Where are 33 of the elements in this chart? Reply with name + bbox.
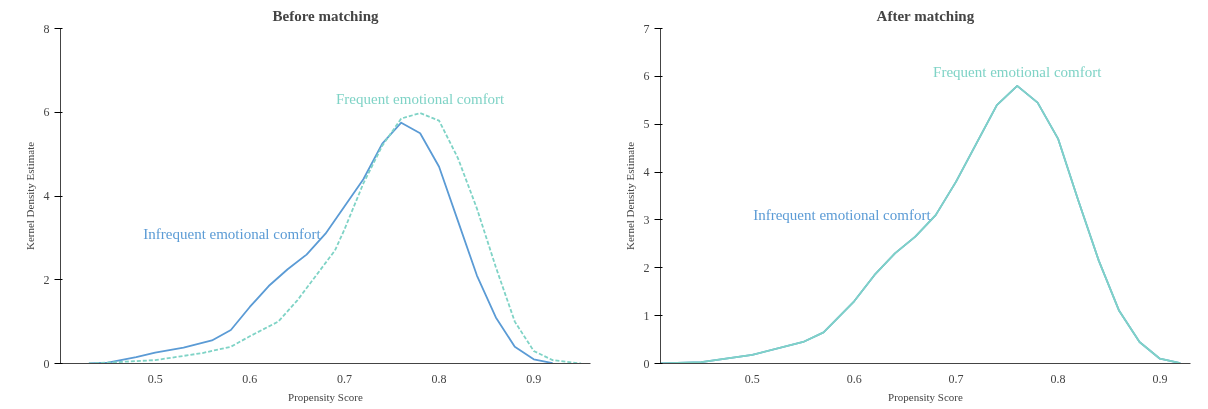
x-tick-label: 0.6 [846, 371, 862, 386]
y-tick-label: 6 [643, 69, 650, 84]
y-tick-label: 3 [643, 212, 650, 227]
y-axis-title: Kernel Density Estimate [23, 141, 36, 251]
x-tick-label: 0.7 [948, 371, 964, 386]
x-tick-label: 0.9 [1152, 371, 1168, 386]
series-label: Frequent emotional comfort [933, 63, 1103, 80]
y-tick-label: 0 [643, 356, 650, 371]
x-tick-label: 0.7 [336, 371, 352, 386]
y-axis-title: Kernel Density Estimate [623, 141, 636, 251]
y-tick-label: 8 [43, 21, 50, 36]
x-tick-label: 0.6 [242, 371, 258, 386]
y-tick-label: 0 [43, 356, 50, 371]
y-tick-label: 6 [43, 105, 50, 120]
y-tick-label: 2 [643, 260, 650, 275]
y-tick-label: 5 [643, 117, 650, 132]
y-tick-label: 4 [643, 165, 650, 180]
x-tick-label: 0.8 [1050, 371, 1066, 386]
x-axis-title: Propensity Score [288, 390, 364, 403]
y-tick-label: 1 [643, 308, 650, 323]
x-axis-title: Propensity Score [888, 390, 964, 403]
x-tick-label: 0.8 [431, 371, 447, 386]
y-tick-label: 2 [43, 272, 50, 287]
x-tick-label: 0.9 [526, 371, 542, 386]
x-tick-label: 0.5 [744, 371, 760, 386]
chart-title: After matching [876, 7, 975, 24]
series-label: Infrequent emotional comfort [753, 207, 932, 224]
chart-title: Before matching [272, 7, 379, 24]
x-tick-label: 0.5 [147, 371, 163, 386]
series-label: Infrequent emotional comfort [143, 225, 322, 242]
y-tick-label: 7 [643, 21, 650, 36]
y-tick-label: 4 [43, 189, 50, 203]
series-label: Frequent emotional comfort [336, 91, 506, 108]
